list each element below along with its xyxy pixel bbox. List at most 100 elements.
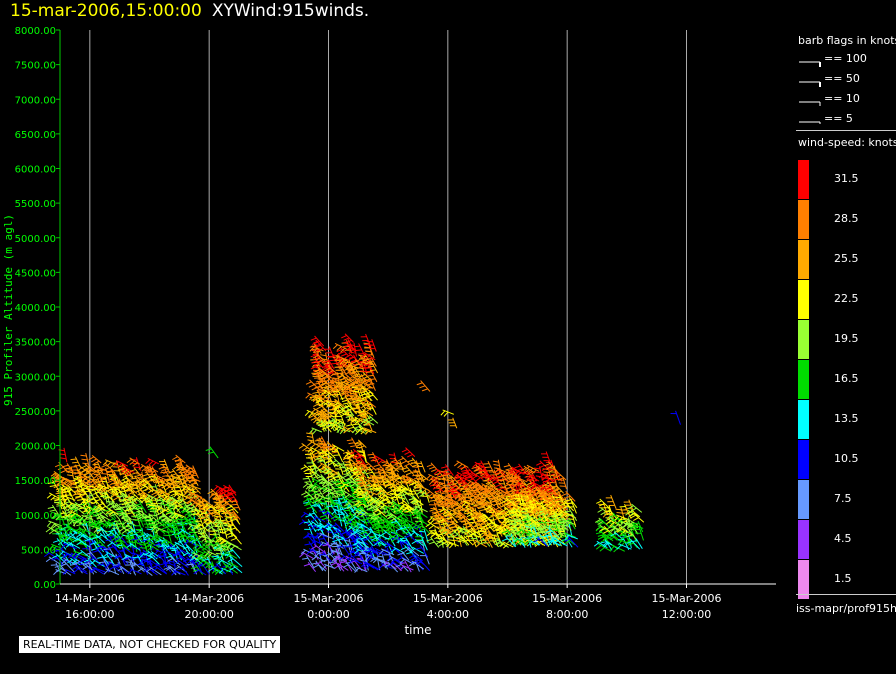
- barb-flag: [134, 531, 141, 535]
- barb-staff: [319, 532, 332, 539]
- barb-flag: [66, 536, 72, 542]
- barb-flag: [119, 493, 125, 499]
- barb-flag: [66, 480, 72, 486]
- barb-flag: [302, 477, 309, 480]
- barb-flag: [159, 509, 165, 515]
- wind-profile-plot: 0.00500.001000.001500.002000.002500.0030…: [2, 26, 776, 637]
- barb-flag: [104, 485, 111, 490]
- barb-flag: [305, 381, 312, 385]
- barb-flag: [138, 513, 144, 518]
- barb-flag: [336, 363, 343, 365]
- wind-barb: [158, 561, 172, 573]
- wind-barb: [65, 541, 81, 549]
- barb-flag: [147, 546, 153, 551]
- barb-flag: [303, 563, 310, 567]
- wind-barb: [82, 564, 97, 574]
- wind-barb: [92, 534, 106, 544]
- wind-barb: [45, 556, 60, 564]
- barb-flag: [97, 522, 103, 528]
- barb-flag: [124, 556, 131, 560]
- wind-barb: [90, 566, 106, 574]
- barb-flag: [139, 495, 146, 499]
- barb-flag: [121, 477, 128, 482]
- barb-flag: [117, 567, 124, 572]
- barb-flag: [101, 464, 108, 468]
- barb-flag: [312, 452, 319, 456]
- barb-flag: [73, 568, 79, 574]
- barb-flag: [158, 478, 164, 484]
- barb-flag: [52, 545, 57, 552]
- barb-flag: [158, 539, 166, 542]
- barb-flag: [67, 553, 74, 559]
- barb-flag: [80, 499, 86, 505]
- barb-staff: [368, 415, 379, 424]
- wind-barb: [123, 523, 136, 533]
- barb-flag: [162, 495, 168, 501]
- barb-flag: [71, 551, 77, 557]
- barb-flag: [88, 541, 95, 546]
- barb-flag: [90, 567, 96, 574]
- barb-flag: [108, 566, 115, 571]
- wind-barb: [97, 554, 110, 566]
- barb-flag: [310, 443, 316, 449]
- barb-flag: [100, 469, 107, 471]
- barb-flag: [126, 512, 133, 515]
- barb-flag: [95, 484, 101, 490]
- barb-flag: [150, 476, 157, 482]
- barb-flag: [91, 520, 97, 527]
- barb-flag: [89, 483, 96, 487]
- barb-flag: [47, 481, 54, 484]
- barb-flag: [165, 524, 171, 529]
- wind-barb: [103, 568, 120, 576]
- barb-flag: [304, 481, 311, 483]
- barb-flag: [97, 528, 104, 532]
- barb-flag: [226, 543, 232, 549]
- barb-flag: [110, 504, 117, 508]
- barb-flag: [140, 534, 146, 538]
- barb-flag: [113, 564, 120, 569]
- barb-flag: [105, 509, 112, 515]
- barb-flag: [83, 559, 90, 563]
- barb-flag: [118, 483, 124, 488]
- barb-flag: [86, 495, 93, 497]
- barb-flag: [298, 444, 305, 449]
- barb-flag: [131, 471, 138, 475]
- barb-flag: [377, 468, 384, 471]
- barb-flag: [74, 480, 80, 485]
- wind-barb: [144, 542, 159, 551]
- barb-flag: [127, 470, 133, 476]
- barb-flag: [63, 501, 70, 505]
- wind-barb: [135, 536, 148, 549]
- barb-flag: [83, 540, 90, 542]
- barb-flag: [92, 550, 99, 553]
- barb-flag: [59, 534, 66, 538]
- barb-flag: [102, 460, 108, 466]
- wind-barb: [331, 448, 344, 463]
- barb-flag: [312, 429, 317, 435]
- barb-flag: [72, 565, 78, 570]
- wind-barb: [304, 501, 318, 514]
- barb-staff: [374, 557, 388, 565]
- barb-flag: [64, 487, 70, 491]
- barb-flag: [304, 410, 310, 417]
- wind-barb: [76, 539, 91, 548]
- barb-flag: [96, 516, 103, 520]
- wind-barb: [82, 475, 98, 484]
- barb-flag: [103, 509, 110, 512]
- barb-flag: [321, 362, 328, 365]
- barb-flag: [49, 484, 56, 488]
- barb-flag: [347, 426, 354, 430]
- barb-flag: [132, 462, 138, 467]
- wind-barb: [82, 545, 94, 559]
- barb-flag: [88, 557, 95, 561]
- wind-barb: [224, 484, 237, 496]
- barb-flag: [71, 515, 78, 520]
- wind-barb: [130, 561, 146, 573]
- barb-flag: [74, 561, 80, 566]
- barb-staff: [231, 522, 241, 534]
- wind-barb: [172, 454, 186, 465]
- barb-flag: [50, 472, 57, 477]
- barb-flag: [147, 508, 155, 512]
- barb-flag: [75, 476, 82, 479]
- barb-flag: [349, 392, 356, 395]
